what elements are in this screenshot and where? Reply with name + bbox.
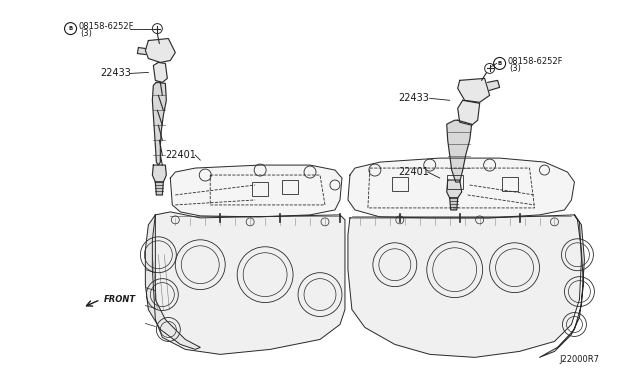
Polygon shape bbox=[348, 158, 575, 218]
Polygon shape bbox=[447, 180, 461, 198]
Polygon shape bbox=[154, 62, 167, 82]
Bar bbox=[252, 182, 268, 196]
Text: FRONT: FRONT bbox=[104, 295, 136, 304]
Text: 22401: 22401 bbox=[165, 150, 196, 160]
Text: B: B bbox=[68, 26, 73, 31]
Text: J22000R7: J22000R7 bbox=[559, 355, 600, 364]
Polygon shape bbox=[348, 215, 581, 357]
Polygon shape bbox=[152, 212, 345, 355]
Text: (3): (3) bbox=[81, 29, 92, 38]
Polygon shape bbox=[540, 215, 584, 357]
Bar bbox=[447, 175, 463, 189]
Polygon shape bbox=[488, 80, 500, 90]
Polygon shape bbox=[152, 82, 166, 165]
Text: 22401: 22401 bbox=[398, 167, 429, 177]
Text: 22433: 22433 bbox=[398, 93, 429, 103]
Polygon shape bbox=[458, 78, 490, 102]
Polygon shape bbox=[145, 215, 200, 349]
Polygon shape bbox=[447, 120, 472, 182]
Polygon shape bbox=[458, 100, 479, 125]
Text: 22433: 22433 bbox=[100, 68, 131, 78]
Text: B: B bbox=[497, 61, 502, 66]
Text: 08158-6252F: 08158-6252F bbox=[508, 57, 563, 66]
Text: 08158-6252F: 08158-6252F bbox=[79, 22, 134, 31]
Polygon shape bbox=[152, 165, 166, 182]
Polygon shape bbox=[156, 182, 163, 195]
Polygon shape bbox=[145, 39, 175, 62]
Bar bbox=[502, 177, 518, 191]
Bar bbox=[392, 177, 408, 191]
Text: (3): (3) bbox=[509, 64, 522, 73]
Polygon shape bbox=[450, 198, 458, 210]
Bar bbox=[282, 180, 298, 194]
Polygon shape bbox=[138, 48, 145, 54]
Polygon shape bbox=[170, 165, 342, 217]
